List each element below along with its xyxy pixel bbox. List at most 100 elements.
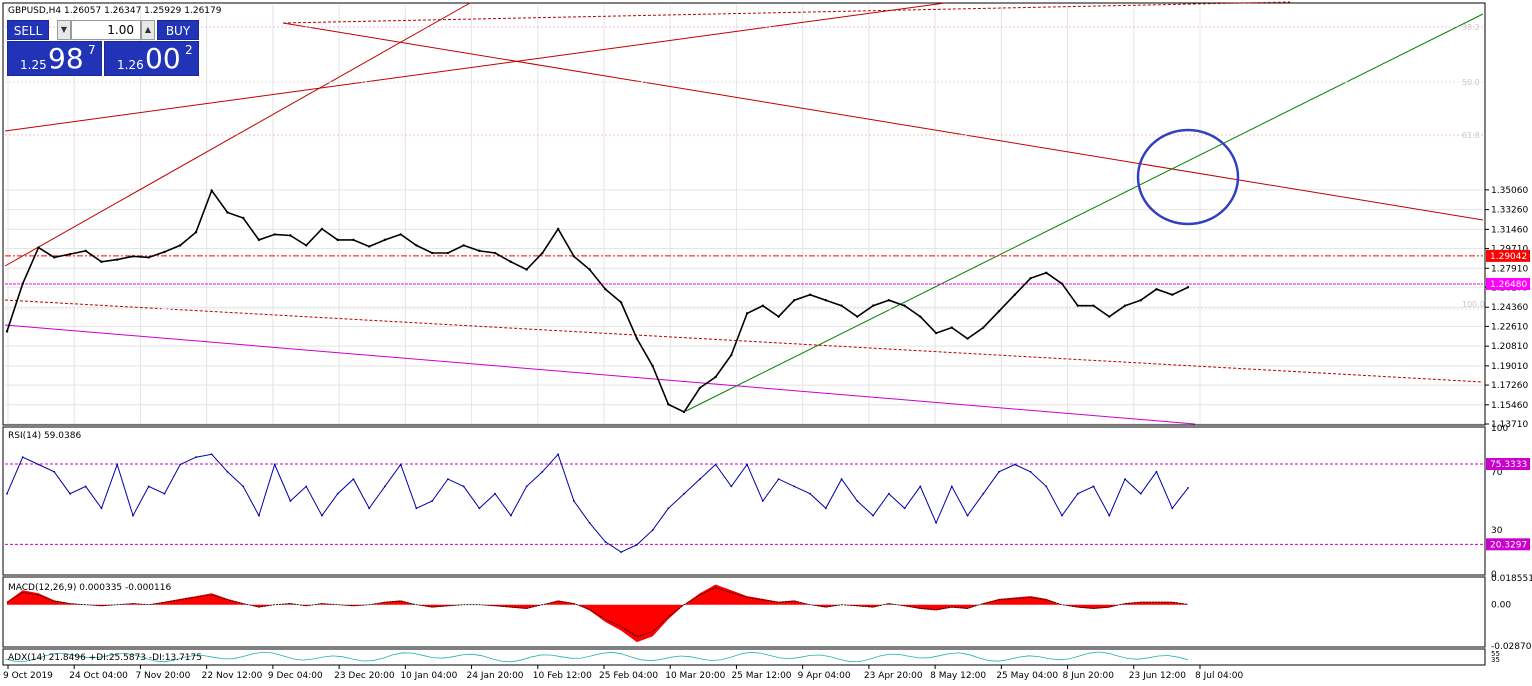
macd-panel[interactable]: 0.018551 0.00 -0.028705 MACD(12,26,9) 0.00… (2, 574, 1532, 652)
price-point (525, 268, 528, 271)
rsi-point (1139, 492, 1142, 495)
rsi-point (840, 478, 843, 480)
price-point (194, 231, 198, 234)
time-tick-label: 9 Apr 04:00 (798, 671, 851, 681)
price-point (651, 364, 654, 368)
highlight-circle (1136, 128, 1240, 226)
buy-quote[interactable]: 1.26 00 2 (104, 41, 199, 76)
time-tick-label: 25 Feb 04:00 (599, 671, 658, 681)
price-point (982, 326, 985, 329)
sell-button[interactable]: SELL (7, 20, 49, 40)
sell-quote-prefix: 1.25 (20, 58, 47, 72)
rsi-point (982, 492, 985, 495)
price-point (509, 260, 513, 264)
rsi-point (541, 470, 544, 473)
price-point (730, 353, 733, 357)
time-tick-label: 9 Oct 2019 (3, 671, 53, 681)
rsi-point (37, 463, 40, 466)
rsi-point (210, 453, 213, 456)
rsi-point (761, 500, 764, 502)
price-point (919, 315, 922, 318)
rsi-point (147, 485, 150, 488)
time-tick-label: 23 Jun 12:00 (1129, 671, 1186, 681)
rsi-point (100, 507, 103, 510)
price-point (273, 233, 276, 236)
price-line (6, 188, 1189, 414)
fibonacci-level-label: 100.0 (1462, 300, 1485, 309)
rsi-point (462, 485, 465, 488)
rsi-point (919, 485, 922, 488)
price-point (824, 298, 828, 302)
rsi-point (321, 514, 323, 517)
rsi-point (509, 514, 512, 517)
price-tick-label: 1.33260 (1491, 206, 1528, 216)
macd-tick-label: 0.00 (1491, 601, 1511, 611)
lots-increase-button[interactable]: ▲ (141, 20, 155, 40)
price-point (100, 260, 103, 264)
rsi-point (746, 463, 748, 466)
rsi-point (1171, 507, 1174, 510)
macd-title: MACD(12,26,9) 0.000335 -0.000116 (8, 583, 171, 593)
price-point (1013, 293, 1016, 296)
sell-quote[interactable]: 1.25 98 7 (7, 41, 102, 76)
price-point (950, 326, 953, 329)
price-point (745, 312, 749, 315)
rsi-point (572, 500, 575, 502)
rsi-point (604, 540, 607, 543)
rsi-tick-label: 30 (1491, 526, 1503, 536)
rsi-tick-label: 100 (1491, 424, 1508, 434)
rsi-point (289, 500, 292, 502)
rsi-point (132, 514, 134, 517)
time-tick-label: 25 May 04:00 (996, 671, 1058, 681)
rsi-point (557, 453, 560, 456)
price-tick-label: 1.29710 (1491, 245, 1528, 255)
rsi-level-tag (1486, 538, 1530, 551)
rsi-point (635, 543, 638, 546)
downtrend-line (282, 22, 1484, 221)
price-tick-label: 1.35060 (1491, 186, 1528, 196)
price-point (116, 258, 119, 261)
price-point (698, 386, 702, 390)
price-point (131, 255, 135, 258)
rsi-title: RSI(14) 59.0386 (8, 431, 81, 441)
time-tick-label: 24 Jan 20:00 (467, 671, 524, 681)
price-point (572, 255, 576, 258)
lots-input[interactable]: 1.00 (71, 20, 141, 40)
time-tick-label: 8 May 12:00 (930, 671, 986, 681)
lots-decrease-button[interactable]: ▼ (57, 20, 71, 40)
price-point (1171, 293, 1174, 296)
price-point (556, 227, 560, 231)
rsi-point (258, 514, 260, 517)
rsi-point (21, 456, 24, 459)
rsi-point (1061, 514, 1063, 517)
rsi-point (1155, 470, 1158, 473)
rsi-tick-label: 0 (1491, 570, 1497, 580)
rsi-level-tag (1486, 458, 1530, 471)
macd-histogram-area (7, 584, 1188, 643)
rsi-tick-label: 70 (1491, 468, 1503, 478)
price-tick-label: 1.19010 (1491, 362, 1528, 372)
rsi-panel[interactable]: 100 70 30 0 75.3333 20.3297 RSI(14) 59.0386 (2, 424, 1530, 580)
price-panel[interactable]: 38.2 50.0 61.8 100.0 1.35060 1.33260 1.31460 1… (2, 1, 1530, 430)
price-point (1186, 286, 1190, 289)
buy-quote-fraction: 2 (185, 43, 193, 57)
price-point (446, 251, 450, 255)
rsi-point (714, 463, 717, 466)
price-tick-label: 1.20810 (1491, 342, 1528, 352)
price-point (682, 410, 686, 414)
price-tick-label: 1.27910 (1491, 264, 1528, 274)
rsi-point (887, 492, 890, 495)
buy-button[interactable]: BUY (157, 20, 199, 40)
drawing-objects (4, 1, 1484, 425)
rsi-point (242, 485, 245, 488)
price-point (37, 246, 40, 249)
rsi-point (1045, 485, 1048, 488)
sell-quote-fraction: 7 (88, 43, 96, 57)
price-axis: 1.350601.332601.314601.297101.279101.261… (1485, 186, 1530, 430)
fibonacci-level-label: 38.2 (1462, 23, 1480, 32)
rsi-point (730, 485, 733, 488)
price-point (1139, 298, 1142, 302)
price-point (887, 298, 891, 302)
